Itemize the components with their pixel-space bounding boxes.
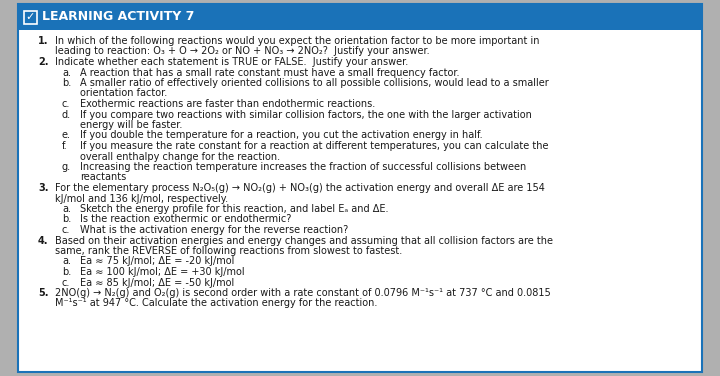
Text: Exothermic reactions are faster than endothermic reactions.: Exothermic reactions are faster than end… bbox=[80, 99, 375, 109]
Text: 2NO(g) → N₂(g) and O₂(g) is second order with a rate constant of 0.0796 M⁻¹s⁻¹ a: 2NO(g) → N₂(g) and O₂(g) is second order… bbox=[55, 288, 551, 298]
Text: Sketch the energy profile for this reaction, and label Eₐ and ΔE.: Sketch the energy profile for this react… bbox=[80, 204, 389, 214]
Text: kJ/mol and 136 kJ/mol, respectively.: kJ/mol and 136 kJ/mol, respectively. bbox=[55, 194, 228, 203]
Text: What is the activation energy for the reverse reaction?: What is the activation energy for the re… bbox=[80, 225, 348, 235]
Text: 4.: 4. bbox=[38, 235, 48, 246]
Text: c.: c. bbox=[62, 277, 71, 288]
Text: a.: a. bbox=[62, 204, 71, 214]
Text: If you compare two reactions with similar collision factors, the one with the la: If you compare two reactions with simila… bbox=[80, 109, 532, 120]
Text: b.: b. bbox=[62, 267, 71, 277]
Text: 5.: 5. bbox=[38, 288, 48, 298]
Text: ✓: ✓ bbox=[26, 12, 35, 22]
Text: Indicate whether each statement is TRUE or FALSE.  Justify your answer.: Indicate whether each statement is TRUE … bbox=[55, 57, 408, 67]
Text: A reaction that has a small rate constant must have a small frequency factor.: A reaction that has a small rate constan… bbox=[80, 68, 459, 77]
Text: 2.: 2. bbox=[38, 57, 48, 67]
Text: 1.: 1. bbox=[38, 36, 48, 46]
Text: If you double the temperature for a reaction, you cut the activation energy in h: If you double the temperature for a reac… bbox=[80, 130, 482, 141]
FancyBboxPatch shape bbox=[24, 11, 37, 23]
FancyBboxPatch shape bbox=[18, 4, 702, 30]
Text: M⁻¹s⁻¹ at 947 °C. Calculate the activation energy for the reaction.: M⁻¹s⁻¹ at 947 °C. Calculate the activati… bbox=[55, 299, 377, 308]
FancyBboxPatch shape bbox=[18, 4, 702, 372]
Text: Ea ≈ 85 kJ/mol; ΔE = -50 kJ/mol: Ea ≈ 85 kJ/mol; ΔE = -50 kJ/mol bbox=[80, 277, 234, 288]
Text: e.: e. bbox=[62, 130, 71, 141]
Text: Ea ≈ 75 kJ/mol; ΔE = -20 kJ/mol: Ea ≈ 75 kJ/mol; ΔE = -20 kJ/mol bbox=[80, 256, 235, 267]
Text: c.: c. bbox=[62, 225, 71, 235]
Text: reactants: reactants bbox=[80, 173, 126, 182]
Text: LEARNING ACTIVITY 7: LEARNING ACTIVITY 7 bbox=[42, 11, 194, 23]
Text: Increasing the reaction temperature increases the fraction of successful collisi: Increasing the reaction temperature incr… bbox=[80, 162, 526, 172]
Text: orientation factor.: orientation factor. bbox=[80, 88, 167, 99]
Text: g.: g. bbox=[62, 162, 71, 172]
Text: energy will be faster.: energy will be faster. bbox=[80, 120, 182, 130]
Text: Ea ≈ 100 kJ/mol; ΔE = +30 kJ/mol: Ea ≈ 100 kJ/mol; ΔE = +30 kJ/mol bbox=[80, 267, 245, 277]
Text: A smaller ratio of effectively oriented collisions to all possible collisions, w: A smaller ratio of effectively oriented … bbox=[80, 78, 549, 88]
Text: If you measure the rate constant for a reaction at different temperatures, you c: If you measure the rate constant for a r… bbox=[80, 141, 549, 151]
Text: For the elementary process N₂O₅(g) → NO₂(g) + NO₃(g) the activation energy and o: For the elementary process N₂O₅(g) → NO₂… bbox=[55, 183, 545, 193]
Text: overall enthalpy change for the reaction.: overall enthalpy change for the reaction… bbox=[80, 152, 280, 162]
Text: Based on their activation energies and energy changes and assuming that all coll: Based on their activation energies and e… bbox=[55, 235, 553, 246]
Text: a.: a. bbox=[62, 256, 71, 267]
Text: 3.: 3. bbox=[38, 183, 48, 193]
Text: a.: a. bbox=[62, 68, 71, 77]
Text: In which of the following reactions would you expect the orientation factor to b: In which of the following reactions woul… bbox=[55, 36, 539, 46]
Text: b.: b. bbox=[62, 78, 71, 88]
Text: f.: f. bbox=[62, 141, 68, 151]
Text: d.: d. bbox=[62, 109, 71, 120]
Text: leading to reaction: O₃ + O → 2O₂ or NO + NO₃ → 2NO₂?  Justify your answer.: leading to reaction: O₃ + O → 2O₂ or NO … bbox=[55, 47, 430, 56]
Text: b.: b. bbox=[62, 214, 71, 224]
Text: c.: c. bbox=[62, 99, 71, 109]
Text: Is the reaction exothermic or endothermic?: Is the reaction exothermic or endothermi… bbox=[80, 214, 292, 224]
Text: same, rank the REVERSE of following reactions from slowest to fastest.: same, rank the REVERSE of following reac… bbox=[55, 246, 402, 256]
